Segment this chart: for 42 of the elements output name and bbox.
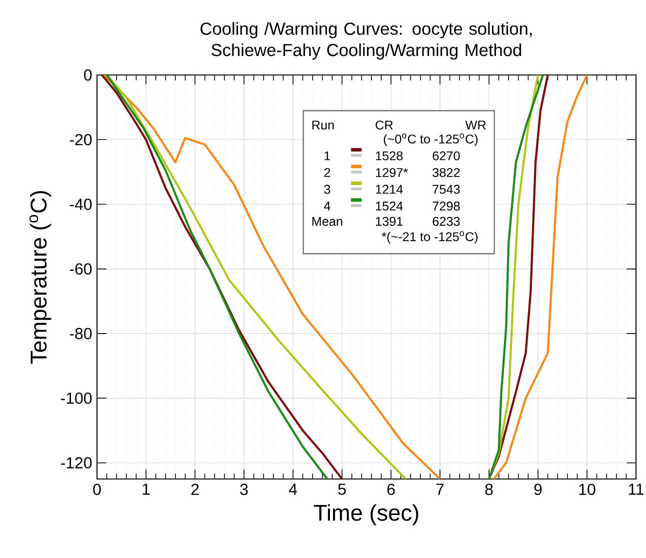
annotation: 6233 <box>432 216 460 226</box>
annotation: 1297* <box>376 168 408 178</box>
y-tick-label: -20 <box>70 134 92 146</box>
x-tick-label: 0 <box>93 484 101 496</box>
annotation: 7298 <box>432 202 460 211</box>
annotation: 1524 <box>376 202 403 211</box>
x-tick-label: 10 <box>579 484 596 496</box>
x-tick-label: 5 <box>338 484 346 495</box>
annotation: 1214 <box>376 184 403 194</box>
x-tick-label: 8 <box>485 484 493 496</box>
y-axis-title: Temperature ($^{o}$C) <box>30 191 52 364</box>
annotation: 7543 <box>432 184 460 194</box>
annotation: 1391 <box>376 216 403 226</box>
annotation: Mean <box>312 217 342 226</box>
annotation: 1528 <box>376 151 403 160</box>
x-tick-label: 7 <box>436 484 444 495</box>
chart-title: Cooling /Warming Curves: oocyte solution, Schiewe-Fahy Cooling/Warming Method <box>200 22 532 60</box>
annotation: (~0$^{o}$C to -125$^{o}$C) <box>384 134 478 146</box>
x-tick-label: 4 <box>288 484 297 495</box>
legend-label: 1 <box>324 151 330 160</box>
annotation: WR <box>465 120 486 130</box>
legend-label: 3 <box>324 184 330 194</box>
y-tick-label: -120 <box>60 457 92 468</box>
y-tick-label: -40 <box>70 198 92 210</box>
annotation: 3822 <box>432 168 460 178</box>
x-tick-label: 2 <box>191 484 199 495</box>
x-tick-label: 1 <box>142 484 150 495</box>
y-tick-label: 0 <box>84 69 92 81</box>
legend-title: Run <box>312 120 334 130</box>
x-axis-title: Time (sec) <box>314 504 418 526</box>
y-tick-label: -100 <box>60 392 92 404</box>
x-tick-label: 3 <box>240 484 248 496</box>
y-tick-label: -60 <box>70 263 92 275</box>
x-tick-label: 11 <box>628 484 644 495</box>
x-tick-label: 6 <box>387 484 395 496</box>
y-tick-label: -80 <box>70 328 92 340</box>
legend-label: 4 <box>324 202 330 210</box>
annotation: 6270 <box>432 151 460 160</box>
annotation: CR <box>376 120 393 130</box>
x-tick-label: 9 <box>534 484 542 496</box>
legend-label: 2 <box>324 168 330 177</box>
annotation: *(~-21 to -125$^{o}$C) <box>382 231 478 244</box>
